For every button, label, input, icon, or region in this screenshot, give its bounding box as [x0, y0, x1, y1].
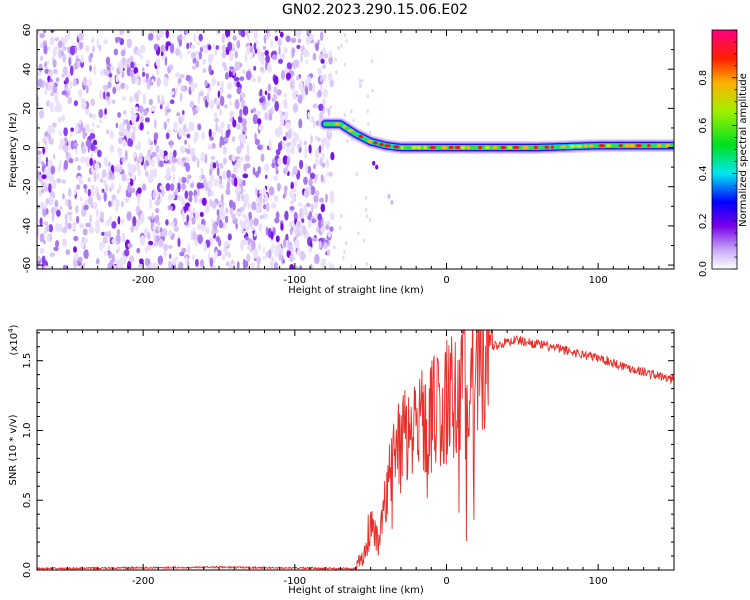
y-tick-label: -40 [22, 218, 33, 234]
colorbar: 0.0 0.2 0.4 0.6 0.8 Normalized spectral ampl… [698, 29, 749, 277]
y-tick-label: -20 [22, 179, 33, 195]
spectrogram-noise-field [37, 30, 374, 269]
x-tick-label: 100 [589, 576, 608, 587]
snr-y-label: SNR (10 * v/v) [8, 414, 19, 485]
y-tick-label: 60 [22, 24, 33, 37]
snr-panel: -200 -100 0 100 0.0 0.5 1.0 1.5 Height of stra… [7, 324, 675, 596]
spectrogram-signal-track [318, 117, 674, 205]
x-tick-label: 0 [443, 275, 449, 286]
spectrogram-y-label: Frequency (Hz) [8, 112, 19, 188]
y-tick-label: 0.5 [22, 492, 33, 508]
colorbar-ticks: 0.0 0.2 0.4 0.6 0.8 [698, 29, 737, 277]
colorbar-label: Normalized spectral amplitude [738, 73, 749, 227]
y-tick-label: 1.5 [22, 353, 33, 369]
x-tick-label: -100 [283, 576, 306, 587]
colorbar-tick-label: 0.2 [698, 213, 709, 229]
colorbar-tick-label: 0.0 [698, 261, 709, 277]
x-tick-label: 0 [443, 576, 449, 587]
colorbar-tick-label: 0.8 [698, 70, 709, 86]
spectrogram-x-axis: -200 -100 0 100 [36, 30, 675, 286]
y-tick-label: 0.0 [22, 562, 33, 578]
y-tick-label: 0 [22, 144, 33, 150]
x-tick-label: 100 [589, 275, 608, 286]
colorbar-tick-label: 0.4 [698, 165, 709, 181]
spectrogram-x-label: Height of straight line (km) [288, 285, 424, 296]
snr-y-axis: 0.0 0.5 1.0 1.5 [22, 332, 674, 578]
colorbar-tick-label: 0.6 [698, 118, 709, 134]
x-tick-label: -200 [132, 275, 155, 286]
x-tick-label: -100 [283, 275, 306, 286]
colorbar-gradient [711, 29, 738, 270]
y-tick-label: -60 [22, 257, 33, 273]
x-tick-label: -200 [132, 576, 155, 587]
snr-x-label: Height of straight line (km) [288, 585, 424, 596]
y-tick-label: 20 [22, 102, 33, 115]
spectrogram-y-axis: -60 -40 -20 0 20 40 60 [22, 24, 674, 273]
snr-y-multiplier: (x104) [7, 324, 20, 355]
figure-title: GN02.2023.290.15.06.E02 [281, 2, 469, 18]
snr-plot-area [37, 330, 674, 570]
y-tick-label: 40 [22, 63, 33, 76]
y-tick-label: 1.0 [22, 423, 33, 439]
